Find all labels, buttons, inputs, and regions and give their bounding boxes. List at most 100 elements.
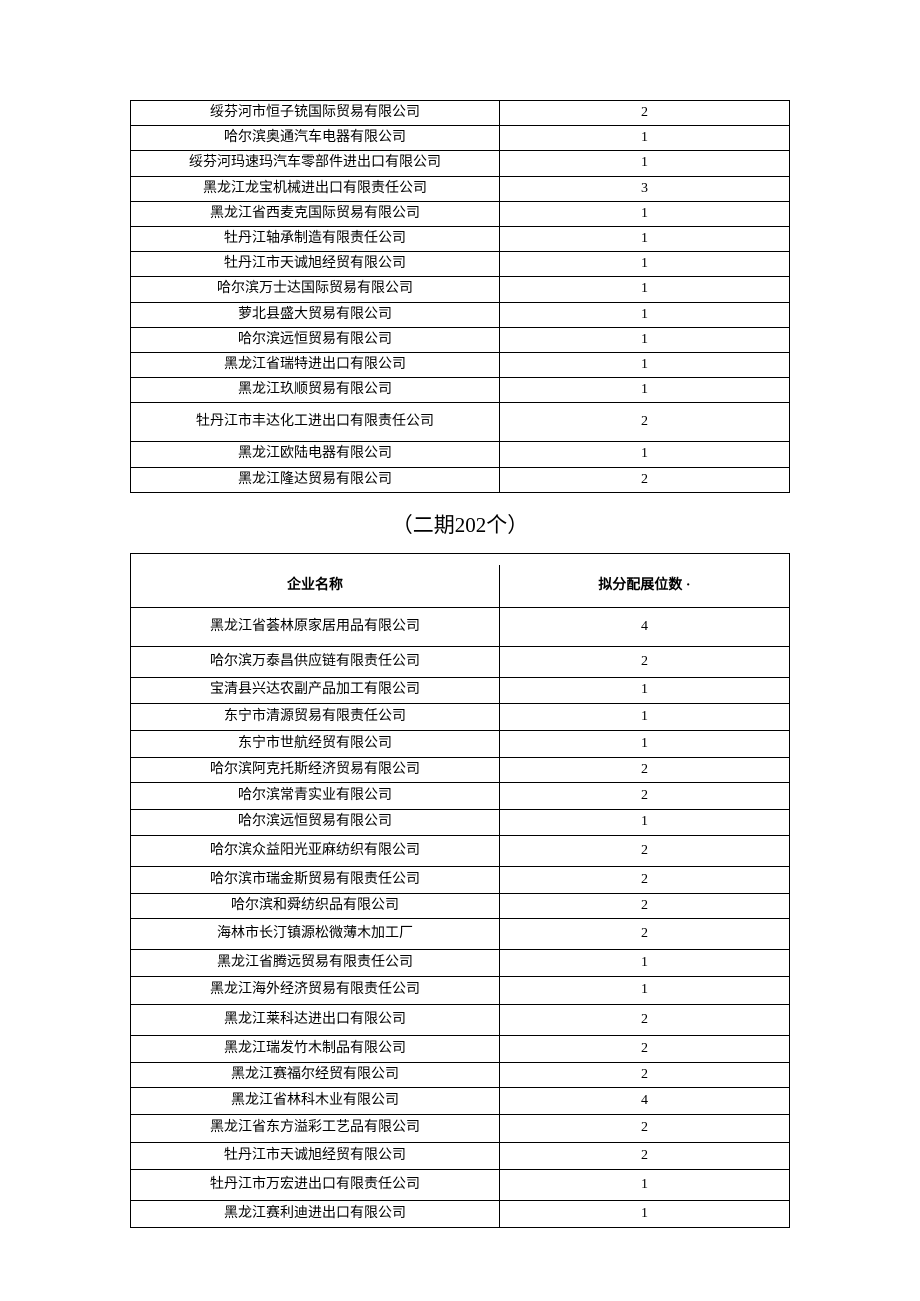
company-name-cell: 萝北县盛大贸易有限公司 <box>131 302 500 327</box>
table-row: 黑龙江欧陆电器有限公司1 <box>131 442 790 467</box>
table-row: 东宁市清源贸易有限责任公司1 <box>131 703 790 730</box>
company-name-cell: 黑龙江省荟林原家居用品有限公司 <box>131 608 500 647</box>
table-row: 哈尔滨奥通汽车电器有限公司1 <box>131 126 790 151</box>
booth-count-cell: 2 <box>500 101 790 126</box>
company-name-cell: 黑龙江瑞发竹木制品有限公司 <box>131 1035 500 1062</box>
table-1: 绥芬河市恒子铳国际贸易有限公司2哈尔滨奥通汽车电器有限公司1绥芬河玛速玛汽车零部… <box>130 100 790 493</box>
table-row: 东宁市世航经贸有限公司1 <box>131 730 790 757</box>
table-row: 哈尔滨万泰昌供应链有限责任公司2 <box>131 647 790 678</box>
booth-count-cell: 2 <box>500 893 790 918</box>
table-row: 哈尔滨和舜纺织品有限公司2 <box>131 893 790 918</box>
table-row: 牡丹江市丰达化工进出口有限责任公司2 <box>131 403 790 442</box>
table-row: 哈尔滨众益阳光亚麻纺织有限公司2 <box>131 835 790 866</box>
company-name-cell: 哈尔滨众益阳光亚麻纺织有限公司 <box>131 835 500 866</box>
table-row: 黑龙江瑞发竹木制品有限公司2 <box>131 1035 790 1062</box>
booth-count-cell: 2 <box>500 1115 790 1142</box>
company-name-cell: 哈尔滨市瑞金斯贸易有限责任公司 <box>131 866 500 893</box>
booth-count-cell: 1 <box>500 678 790 703</box>
booth-count-cell: 1 <box>500 302 790 327</box>
table-row: 牡丹江市天诚旭经贸有限公司1 <box>131 252 790 277</box>
table-row: 绥芬河市恒子铳国际贸易有限公司2 <box>131 101 790 126</box>
booth-count-cell: 1 <box>500 977 790 1004</box>
booth-count-cell: 2 <box>500 1035 790 1062</box>
table-row: 牡丹江市万宏进出口有限责任公司1 <box>131 1169 790 1200</box>
company-name-cell: 哈尔滨远恒贸易有限公司 <box>131 327 500 352</box>
booth-count-cell: 1 <box>500 1200 790 1227</box>
booth-count-cell: 1 <box>500 252 790 277</box>
booth-count-cell: 2 <box>500 1004 790 1035</box>
table-row: 哈尔滨常青实业有限公司2 <box>131 783 790 810</box>
booth-count-cell: 2 <box>500 866 790 893</box>
company-name-cell: 哈尔滨万士达国际贸易有限公司 <box>131 277 500 302</box>
table-row: 黑龙江玖顺贸易有限公司1 <box>131 378 790 403</box>
table-row: 黑龙江龙宝机械进出口有限责任公司3 <box>131 176 790 201</box>
company-name-cell: 黑龙江欧陆电器有限公司 <box>131 442 500 467</box>
booth-count-cell: 1 <box>500 378 790 403</box>
booth-count-cell: 1 <box>500 201 790 226</box>
booth-count-cell: 1 <box>500 352 790 377</box>
table-row: 牡丹江轴承制造有限责任公司1 <box>131 226 790 251</box>
table-row: 黑龙江省腾远贸易有限责任公司1 <box>131 950 790 977</box>
table-row: 海林市长汀镇源松微薄木加工厂2 <box>131 919 790 950</box>
table-row: 黑龙江海外经济贸易有限责任公司1 <box>131 977 790 1004</box>
booth-count-cell: 1 <box>500 1169 790 1200</box>
company-name-cell: 黑龙江隆达贸易有限公司 <box>131 467 500 492</box>
table-row: 哈尔滨远恒贸易有限公司1 <box>131 810 790 835</box>
company-name-cell: 黑龙江海外经济贸易有限责任公司 <box>131 977 500 1004</box>
booth-count-cell: 2 <box>500 467 790 492</box>
booth-count-cell: 1 <box>500 327 790 352</box>
booth-count-cell: 1 <box>500 442 790 467</box>
booth-count-cell: 2 <box>500 783 790 810</box>
table-row: 宝清县兴达农副产品加工有限公司1 <box>131 678 790 703</box>
company-name-cell: 黑龙江省林科木业有限公司 <box>131 1088 500 1115</box>
table-row: 黑龙江省西麦克国际贸易有限公司1 <box>131 201 790 226</box>
company-name-cell: 黑龙江莱科达进出口有限公司 <box>131 1004 500 1035</box>
company-name-cell: 黑龙江省东方溢彩工艺品有限公司 <box>131 1115 500 1142</box>
table-row: 哈尔滨市瑞金斯贸易有限责任公司2 <box>131 866 790 893</box>
table-row: 绥芬河玛速玛汽车零部件进出口有限公司1 <box>131 151 790 176</box>
booth-count-cell: 2 <box>500 835 790 866</box>
table-row: 黑龙江莱科达进出口有限公司2 <box>131 1004 790 1035</box>
company-name-cell: 牡丹江轴承制造有限责任公司 <box>131 226 500 251</box>
booth-count-cell: 2 <box>500 757 790 782</box>
booth-count-cell: 4 <box>500 608 790 647</box>
booth-count-cell: 2 <box>500 403 790 442</box>
table-2: 企业名称 拟分配展位数 · 黑龙江省荟林原家居用品有限公司4哈尔滨万泰昌供应链有… <box>130 565 790 1228</box>
table-row: 哈尔滨万士达国际贸易有限公司1 <box>131 277 790 302</box>
company-name-cell: 哈尔滨常青实业有限公司 <box>131 783 500 810</box>
booth-count-cell: 1 <box>500 151 790 176</box>
table-header-row: 企业名称 拟分配展位数 · <box>131 565 790 608</box>
table-row: 黑龙江省林科木业有限公司4 <box>131 1088 790 1115</box>
table-row: 黑龙江省东方溢彩工艺品有限公司2 <box>131 1115 790 1142</box>
booth-count-cell: 2 <box>500 647 790 678</box>
company-name-cell: 东宁市世航经贸有限公司 <box>131 730 500 757</box>
header-company-name: 企业名称 <box>131 565 500 608</box>
company-name-cell: 东宁市清源贸易有限责任公司 <box>131 703 500 730</box>
table-row: 黑龙江赛福尔经贸有限公司2 <box>131 1063 790 1088</box>
booth-count-cell: 1 <box>500 950 790 977</box>
header-booth-count: 拟分配展位数 · <box>500 565 790 608</box>
table-row: 黑龙江省荟林原家居用品有限公司4 <box>131 608 790 647</box>
company-name-cell: 哈尔滨奥通汽车电器有限公司 <box>131 126 500 151</box>
company-name-cell: 牡丹江市天诚旭经贸有限公司 <box>131 1142 500 1169</box>
company-name-cell: 黑龙江省瑞特进出口有限公司 <box>131 352 500 377</box>
booth-count-cell: 1 <box>500 226 790 251</box>
company-name-cell: 黑龙江玖顺贸易有限公司 <box>131 378 500 403</box>
table2-gap <box>130 553 790 565</box>
booth-count-cell: 1 <box>500 730 790 757</box>
booth-count-cell: 2 <box>500 1142 790 1169</box>
section-title: （二期202个） <box>130 509 790 539</box>
booth-count-cell: 2 <box>500 1063 790 1088</box>
company-name-cell: 牡丹江市丰达化工进出口有限责任公司 <box>131 403 500 442</box>
table-row: 黑龙江隆达贸易有限公司2 <box>131 467 790 492</box>
table-row: 牡丹江市天诚旭经贸有限公司2 <box>131 1142 790 1169</box>
booth-count-cell: 2 <box>500 919 790 950</box>
table-row: 萝北县盛大贸易有限公司1 <box>131 302 790 327</box>
booth-count-cell: 4 <box>500 1088 790 1115</box>
company-name-cell: 宝清县兴达农副产品加工有限公司 <box>131 678 500 703</box>
company-name-cell: 哈尔滨远恒贸易有限公司 <box>131 810 500 835</box>
table-row: 黑龙江省瑞特进出口有限公司1 <box>131 352 790 377</box>
booth-count-cell: 1 <box>500 126 790 151</box>
company-name-cell: 哈尔滨阿克托斯经济贸易有限公司 <box>131 757 500 782</box>
company-name-cell: 绥芬河玛速玛汽车零部件进出口有限公司 <box>131 151 500 176</box>
